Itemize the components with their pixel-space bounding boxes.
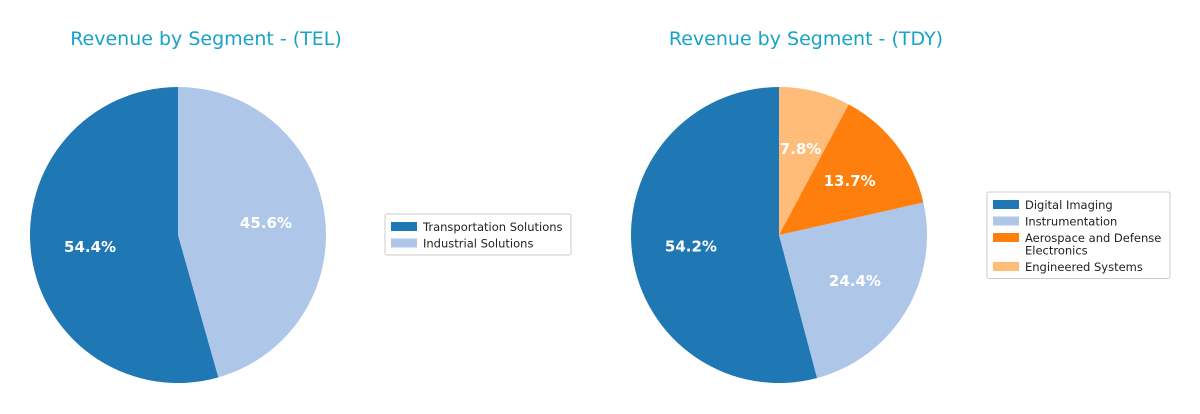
pie-slice-instrumentation (779, 202, 927, 379)
chart-title-tel: Revenue by Segment - (TEL) (70, 28, 342, 50)
pie-percent-label: 45.6% (240, 214, 292, 232)
legend-swatch (391, 222, 417, 231)
pie-slice-engineered-systems (779, 87, 849, 235)
pie-percent-label: 7.8% (780, 140, 822, 158)
legend-label: Aerospace and Defense Electronics (1025, 231, 1161, 258)
pie-percent-label: 24.4% (829, 272, 881, 290)
legend-tdy: Digital Imaging Instrumentation Aerospace … (986, 191, 1171, 279)
legend-label: Industrial Solutions (423, 237, 533, 251)
pie-slice-transportation-solutions (29, 87, 219, 384)
legend-label: Instrumentation (1025, 215, 1117, 229)
legend-tel: Transportation Solutions Industrial Solut… (384, 213, 572, 256)
pie-slices-tdy (630, 87, 927, 384)
legend-label: Digital Imaging (1025, 198, 1113, 212)
legend-swatch (993, 233, 1019, 242)
pie-percent-label: 54.4% (64, 238, 116, 256)
legend-swatch (993, 262, 1019, 271)
pie-percent-label: 54.2% (665, 238, 717, 256)
pie-slice-industrial-solutions (178, 87, 326, 378)
legend-frame (384, 213, 572, 256)
legend-label: Transportation Solutions (422, 220, 563, 234)
pie-chart-tdy: Revenue by Segment - (TDY) 54.2% 24.4% 13.… (630, 28, 1171, 384)
pie-percent-label: 13.7% (824, 172, 876, 190)
pie-chart-tel: Revenue by Segment - (TEL) 54.4% 45.6% Tr… (29, 28, 572, 384)
legend-swatch (993, 216, 1019, 226)
legend-swatch (391, 238, 417, 248)
chart-title-tdy: Revenue by Segment - (TDY) (669, 28, 943, 50)
pie-labels-tdy: 54.2% 24.4% 13.7%7.8% (665, 140, 881, 290)
pie-slice-aerospace-and-defense-electronics (779, 104, 924, 235)
legend-swatch (993, 200, 1019, 209)
pie-labels-tel: 54.4% 45.6% (64, 214, 292, 256)
legend-label: Engineered Systems (1025, 260, 1143, 274)
legend-frame (986, 191, 1171, 279)
pie-slice-digital-imaging (630, 87, 818, 384)
pie-slices-tel (29, 87, 326, 384)
